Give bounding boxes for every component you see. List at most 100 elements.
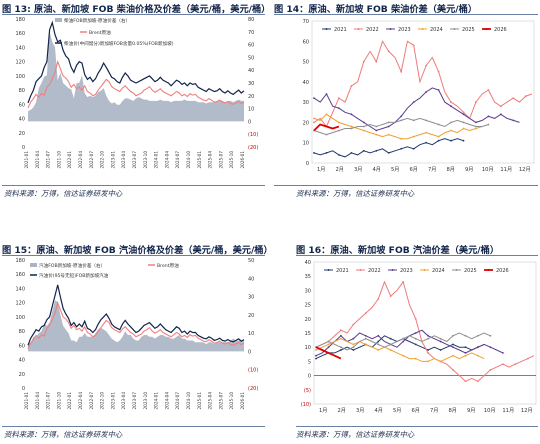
x-tick-label: 7月 <box>430 407 439 414</box>
right-tick-label: (10) <box>248 368 258 374</box>
x-tick-label: 2025-04 <box>208 392 213 410</box>
series-point-2023 <box>414 332 417 334</box>
series-point-2024 <box>475 127 477 130</box>
left-tick-label: 160 <box>15 31 25 37</box>
series-point-2022 <box>400 70 403 73</box>
series-point-2021 <box>427 349 429 351</box>
source-rule <box>2 185 265 186</box>
series-point-2023 <box>437 89 440 91</box>
x-tick-label: 2026-01 <box>240 392 245 410</box>
series-point-2024 <box>452 354 454 357</box>
series-point-2025 <box>489 334 492 337</box>
left-tick-label: 140 <box>15 45 25 51</box>
series-point-2023 <box>400 115 403 118</box>
left-tick-label: 100 <box>15 74 25 80</box>
x-tick-label: 2025-07 <box>218 392 223 410</box>
legend-marker-2021 <box>327 269 330 271</box>
series-point-2021 <box>350 152 353 154</box>
series-point-2024 <box>375 133 378 136</box>
legend-label: Brent原油 <box>89 29 111 36</box>
x-tick-label: 2024-04 <box>164 151 169 169</box>
series-point-2025 <box>327 340 330 343</box>
right-tick-label: 30 <box>248 81 254 87</box>
right-tick-label: (20) <box>248 145 258 151</box>
series-point-2023 <box>502 352 504 354</box>
x-tick-label: 12月 <box>521 407 533 414</box>
x-tick-label: 2023-07 <box>132 151 137 169</box>
x-tick-label: 2025-01 <box>197 392 202 410</box>
x-tick-label: 2025-07 <box>218 151 223 169</box>
y-tick-label: 30 <box>305 288 311 294</box>
x-tick-label: 2023-01 <box>110 392 115 410</box>
series-point-2025 <box>364 337 367 340</box>
series-point-2022 <box>452 369 454 371</box>
x-tick-label: 2025-10 <box>229 151 234 169</box>
series-line-2024 <box>313 113 483 140</box>
series-point-2022 <box>350 85 353 87</box>
series-point-2022 <box>362 60 365 63</box>
series-line-2023 <box>315 329 504 357</box>
x-tick-label: 2022-10 <box>100 392 105 410</box>
series-point-2025 <box>437 123 440 126</box>
right-tick-label: 50 <box>248 55 254 61</box>
series-point-2024 <box>462 127 465 130</box>
series-point-2022 <box>340 329 342 332</box>
right-tick-label: 80 <box>248 17 254 23</box>
right-tick-label: 20 <box>248 313 254 319</box>
series-point-2024 <box>327 343 330 346</box>
series-point-2025 <box>452 334 454 337</box>
plot-frame <box>313 261 537 405</box>
series-point-2024 <box>450 129 452 132</box>
series-point-2023 <box>315 354 317 357</box>
x-tick-label: 5月 <box>391 166 400 173</box>
right-tick-label: 0 <box>248 349 251 355</box>
series-point-2025 <box>377 343 380 346</box>
right-tick-label: 40 <box>248 68 254 74</box>
x-tick-label: 3月 <box>356 407 365 414</box>
left-tick-label: 120 <box>15 60 25 66</box>
legend-swatch <box>30 263 37 267</box>
series-point-2021 <box>437 139 440 142</box>
y-tick-label: 35 <box>305 274 311 280</box>
series-point-2023 <box>327 346 330 349</box>
gasoline-line <box>27 284 245 346</box>
series-point-2023 <box>402 340 405 343</box>
series-point-2024 <box>414 357 417 360</box>
x-tick-label: 2024-07 <box>175 392 180 410</box>
series-point-2025 <box>338 129 340 132</box>
left-tick-label: 20 <box>19 131 25 137</box>
series-point-2022 <box>475 101 477 103</box>
series-point-2025 <box>462 121 465 124</box>
y-tick-label: 30 <box>303 100 309 106</box>
series-point-2024 <box>402 354 405 357</box>
y-tick-label: 10 <box>305 345 311 351</box>
title-rule <box>296 255 538 256</box>
x-tick-label: 2021-10 <box>56 392 61 410</box>
series-point-2024 <box>362 129 365 132</box>
legend-marker-2025 <box>453 28 456 30</box>
chart-source: 资料来源：万得，信达证券研发中心 <box>296 189 415 198</box>
legend-swatch <box>55 18 62 22</box>
series-point-2023 <box>352 337 355 340</box>
series-point-2022 <box>338 97 340 99</box>
x-tick-label: 2024-10 <box>186 151 191 169</box>
series-point-2021 <box>375 149 378 152</box>
left-tick-label: 0 <box>22 145 25 151</box>
x-tick-label: 2024-10 <box>186 392 191 410</box>
right-tick-label: 30 <box>248 295 254 301</box>
series-point-2024 <box>477 354 479 357</box>
x-tick-label: 2022-04 <box>78 151 83 169</box>
x-tick-label: 3月 <box>354 166 363 173</box>
series-point-2021 <box>362 149 365 152</box>
x-tick-label: 6月 <box>412 407 421 414</box>
left-tick-label: 80 <box>19 88 25 94</box>
x-tick-label: 2月 <box>338 407 347 414</box>
series-point-2024 <box>325 113 328 116</box>
legend-label-2026: 2026 <box>494 27 507 33</box>
y-tick-label: (5) <box>304 388 311 394</box>
series-point-2023 <box>338 107 340 110</box>
legend-label-2023: 2023 <box>400 268 413 274</box>
chart-title: 图 13: 原油、新加坡 FOB 柴油价格及价差（美元/桶，美元/桶） <box>2 4 271 15</box>
series-point-2021 <box>377 340 380 343</box>
